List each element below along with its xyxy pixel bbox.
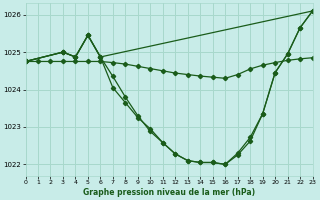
- X-axis label: Graphe pression niveau de la mer (hPa): Graphe pression niveau de la mer (hPa): [83, 188, 255, 197]
